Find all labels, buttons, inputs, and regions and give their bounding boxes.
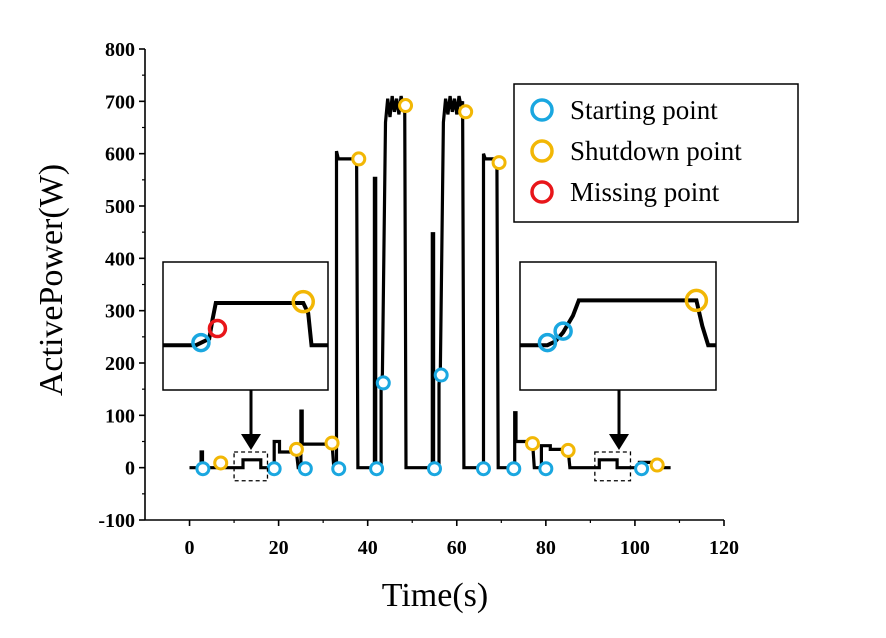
- shutdown-point: [351, 151, 367, 167]
- x-tick-label: 120: [709, 537, 739, 559]
- y-axis-label: ActivePower(W): [33, 164, 70, 396]
- starting-point: [195, 461, 211, 477]
- zoom-box: [594, 451, 632, 482]
- right-inset: [519, 261, 717, 450]
- shutdown-legend-marker: [530, 139, 554, 163]
- inset-trace: [520, 298, 716, 348]
- y-tick-label: 700: [105, 91, 135, 113]
- axes: -100 0 100 200 300 400 500 600 700 800 0 20 40 60 80 10…: [98, 39, 739, 559]
- left-inset: [162, 261, 329, 450]
- plot-area: [189, 95, 671, 482]
- starting-point: [433, 367, 449, 383]
- y-tick-label: 300: [105, 301, 135, 323]
- y-tick-label: 400: [105, 248, 135, 270]
- x-tick-label: 60: [447, 537, 467, 559]
- y-tick-label: 100: [105, 405, 135, 427]
- shutdown-point: [288, 441, 304, 457]
- inset-trace: [163, 301, 328, 348]
- x-tick-label: 100: [620, 537, 650, 559]
- x-tick-label: 80: [536, 537, 556, 559]
- starting-point: [538, 461, 554, 477]
- starting-point: [266, 461, 282, 477]
- legend-label: Starting point: [570, 95, 718, 125]
- legend-label: Shutdown point: [570, 136, 742, 166]
- missing-inset-marker: [207, 318, 228, 339]
- starting-point: [427, 461, 442, 477]
- legend-label: Missing point: [570, 177, 720, 207]
- starting-point: [634, 461, 650, 477]
- legend-box: [513, 83, 799, 223]
- x-tick-label: 20: [269, 537, 289, 559]
- shutdown-point: [398, 98, 414, 114]
- y-tick-label: 600: [105, 144, 135, 166]
- y-tick-label: -100: [98, 510, 135, 532]
- zoom-arrowhead: [241, 433, 261, 450]
- shutdown-point: [560, 442, 576, 458]
- insets: [162, 261, 717, 450]
- inset-frame: [162, 261, 329, 391]
- shutdown-inset-marker: [291, 289, 315, 314]
- inset-frame: [519, 261, 717, 391]
- zoom-box: [233, 451, 269, 482]
- shutdown-point: [458, 104, 474, 120]
- starting-inset-marker: [191, 332, 211, 353]
- zoom-arrowhead: [609, 433, 629, 450]
- shutdown-point: [524, 436, 540, 452]
- y-tick-label: 200: [105, 353, 135, 375]
- starting-point: [475, 461, 491, 477]
- y-tick-label: 0: [125, 458, 135, 480]
- shutdown-point: [213, 455, 229, 471]
- shutdown-inset-marker: [684, 288, 709, 313]
- starting-inset-marker: [553, 321, 573, 341]
- x-tick-label: 40: [358, 537, 378, 559]
- shutdown-point: [491, 155, 507, 171]
- x-axis-label: Time(s): [382, 577, 488, 614]
- starting-point: [375, 375, 391, 391]
- starting-point: [297, 461, 313, 477]
- shutdown-point: [649, 457, 665, 473]
- y-tick-label: 800: [105, 39, 135, 61]
- shutdown-point: [324, 435, 340, 451]
- legend: Starting point Shutdown point Missing poin…: [513, 83, 799, 223]
- starting-point: [369, 461, 385, 477]
- y-tick-label: 500: [105, 196, 135, 218]
- starting-legend-marker: [530, 98, 554, 122]
- x-tick-label: 0: [185, 537, 195, 559]
- starting-inset-marker: [537, 332, 558, 353]
- starting-point: [331, 461, 347, 477]
- starting-point: [506, 461, 522, 477]
- missing-legend-marker: [530, 180, 554, 204]
